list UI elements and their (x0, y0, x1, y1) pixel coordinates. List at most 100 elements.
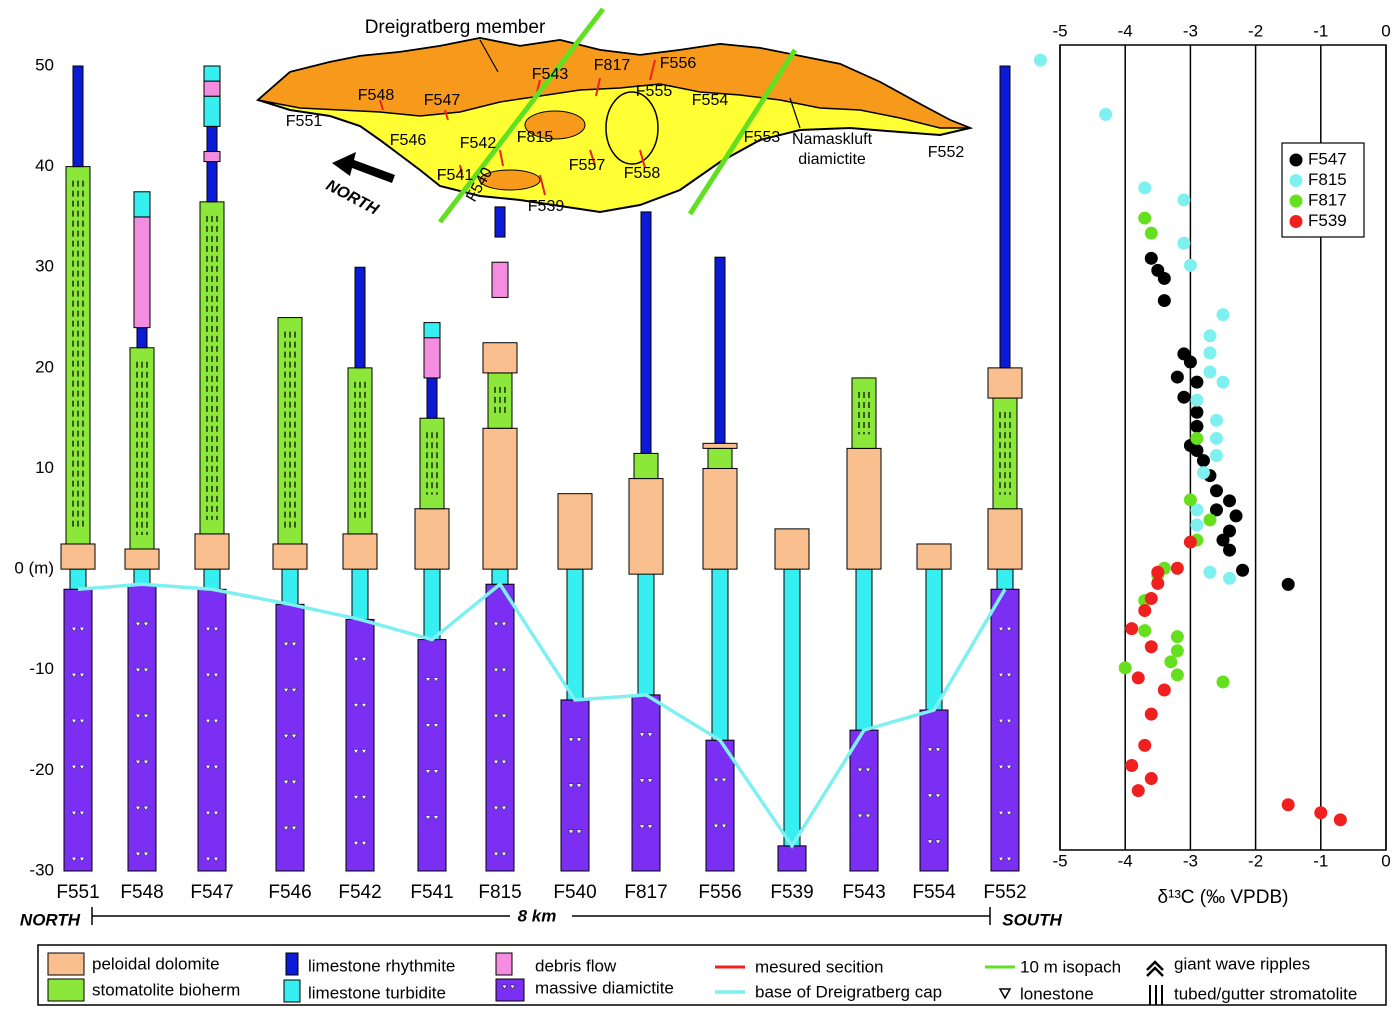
lithology-unit (134, 569, 150, 584)
data-point (1184, 355, 1197, 368)
data-point (1171, 562, 1184, 575)
lithology-unit (778, 846, 806, 871)
data-point (1177, 193, 1190, 206)
x-tick-label: -3 (1183, 851, 1198, 870)
legend-label: limestone turbidite (308, 983, 446, 1002)
data-point (1190, 406, 1203, 419)
data-point (1132, 671, 1145, 684)
data-point (1034, 54, 1047, 67)
lithology-unit (712, 569, 728, 740)
lithology-unit (561, 700, 589, 871)
lithology-unit (917, 544, 951, 569)
data-point (1223, 494, 1236, 507)
data-point (1210, 449, 1223, 462)
lithology-unit (346, 619, 374, 871)
section-label: F551 (56, 882, 99, 903)
legend-label: 10 m isopach (1020, 957, 1121, 976)
lithology-unit (634, 453, 658, 478)
data-point (1145, 708, 1158, 721)
lithology-unit (483, 343, 517, 373)
map-label: NORTH (323, 177, 381, 219)
map-label: F558 (624, 165, 661, 182)
lithology-unit (988, 368, 1022, 398)
lithology-unit (997, 569, 1013, 589)
map-label: F557 (569, 157, 606, 174)
annotation: 8 km (518, 906, 557, 925)
legend-label: peloidal dolomite (92, 954, 220, 973)
lithology-unit (495, 207, 505, 237)
map-label: F547 (424, 92, 461, 109)
data-point (1158, 684, 1171, 697)
data-point (1184, 493, 1197, 506)
y-tick-label: 40 (35, 156, 54, 175)
legend-label: base of Dreigratberg cap (755, 982, 942, 1001)
lithology-unit (638, 569, 654, 695)
data-point (1125, 622, 1138, 635)
lithology-unit (273, 544, 307, 569)
section-label: F556 (698, 882, 741, 903)
x-tick-label: -4 (1118, 21, 1133, 40)
map-label: Namaskluft (792, 131, 873, 148)
data-point (1230, 509, 1243, 522)
lithology-unit (204, 569, 220, 589)
annotation: NORTH (20, 910, 81, 929)
lithology-unit (629, 479, 663, 575)
data-point (1145, 252, 1158, 265)
data-point (1210, 432, 1223, 445)
map-label: F555 (636, 83, 673, 100)
legend-label: F815 (1308, 170, 1347, 189)
section-label: F552 (983, 882, 1026, 903)
y-tick-label: 10 (35, 458, 54, 477)
data-point (1171, 371, 1184, 384)
lithology-unit (134, 217, 150, 328)
legend-label: giant wave ripples (1174, 954, 1310, 973)
lithology-unit (418, 640, 446, 871)
map-label: F552 (928, 144, 965, 161)
lithology-unit (632, 695, 660, 871)
annotation: SOUTH (1002, 910, 1062, 929)
legend-marker (1290, 154, 1303, 167)
data-point (1164, 655, 1177, 668)
section-label: F539 (770, 882, 813, 903)
data-point (1203, 366, 1216, 379)
lithology-unit (988, 509, 1022, 569)
legend-label: lonestone (1020, 984, 1094, 1003)
data-point (1282, 798, 1295, 811)
data-point (1190, 376, 1203, 389)
x-tick-label: -5 (1052, 851, 1067, 870)
legend-label: massive diamictite (535, 978, 674, 997)
lithology-unit (486, 584, 514, 871)
lithology-unit (715, 257, 725, 443)
data-point (1217, 308, 1230, 321)
data-point (1184, 259, 1197, 272)
legend-swatch (286, 953, 298, 975)
map-label: F556 (660, 55, 697, 72)
x-tick-label: 0 (1381, 851, 1390, 870)
data-point (1171, 668, 1184, 681)
legend-label: F547 (1308, 149, 1347, 168)
data-point (1203, 513, 1216, 526)
lithology-unit (492, 262, 508, 297)
legend-marker (1290, 215, 1303, 228)
data-point (1151, 577, 1164, 590)
y-tick-label: 0 (m) (14, 559, 54, 578)
x-tick-label: -3 (1183, 21, 1198, 40)
data-point (1145, 772, 1158, 785)
section-label: F817 (624, 882, 667, 903)
lithology-unit (204, 66, 220, 81)
data-point (1190, 444, 1203, 457)
lithology-unit (784, 569, 800, 846)
legend-label: F817 (1308, 190, 1347, 209)
data-point (1158, 294, 1171, 307)
section-label: F815 (478, 882, 521, 903)
data-point (1217, 675, 1230, 688)
y-tick-label: 20 (35, 357, 54, 376)
y-tick-label: -30 (29, 860, 54, 879)
map-label: F815 (517, 129, 554, 146)
lithology-unit (134, 192, 150, 217)
lithology-unit (276, 604, 304, 871)
lithology-unit (1000, 66, 1010, 368)
map-label: F543 (532, 66, 569, 83)
legend-swatch (48, 979, 84, 1001)
section-label: F554 (912, 882, 956, 903)
